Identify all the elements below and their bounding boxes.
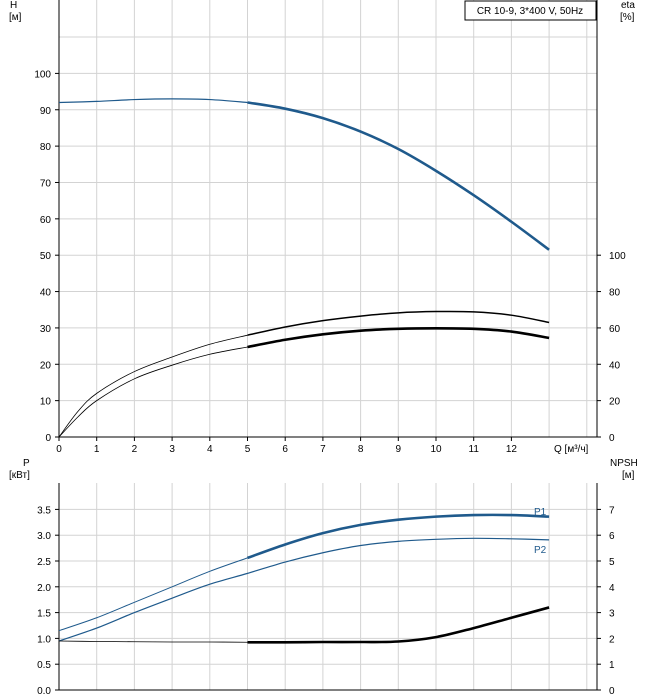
npsh-tick-label-6: 6	[609, 531, 615, 542]
npsh-tick-label-2: 2	[609, 634, 615, 645]
head-curve-thin	[58, 98, 248, 104]
eta-tick-label-40: 40	[609, 360, 621, 371]
q-tick-label-3: 3	[169, 444, 175, 455]
p-axis-title: P	[23, 458, 30, 469]
h-tick-label-10: 10	[40, 397, 52, 408]
eta-tick-label-80: 80	[609, 288, 621, 299]
p1-curve-thin	[58, 557, 248, 632]
q-tick-label-8: 8	[358, 444, 364, 455]
p2-curve-thin	[58, 537, 550, 642]
q-tick-label-0: 0	[56, 444, 62, 455]
head-curve-thick	[247, 101, 550, 251]
h-tick-label-100: 100	[34, 69, 51, 80]
q-tick-label-10: 10	[430, 444, 442, 455]
npsh-axis-unit: [м]	[622, 470, 635, 481]
eta-axis-unit: [%]	[620, 12, 635, 23]
title-box	[464, 0, 597, 21]
q-tick-label-11: 11	[469, 444, 480, 455]
q-tick-label-6: 6	[282, 444, 288, 455]
h-tick-label-60: 60	[40, 215, 52, 226]
q-tick-label-5: 5	[245, 444, 251, 455]
npsh-curve-thin	[58, 640, 248, 643]
p-tick-label-7: 3.5	[37, 505, 51, 516]
p2-label: P2	[534, 545, 547, 556]
eta-total-curve-thin	[58, 346, 248, 438]
h-tick-label-30: 30	[40, 324, 52, 335]
q-tick-label-12: 12	[506, 444, 518, 455]
eta-tick-label-20: 20	[609, 397, 621, 408]
eta-tick-label-100: 100	[609, 251, 626, 262]
h-tick-label-20: 20	[40, 360, 52, 371]
p-axis-unit: [кВт]	[9, 470, 30, 481]
p-tick-label-2: 1.0	[37, 634, 51, 645]
q-tick-label-7: 7	[320, 444, 326, 455]
p-tick-label-1: 0.5	[37, 660, 51, 671]
npsh-axis-title: NPSH	[610, 458, 638, 469]
h-tick-label-70: 70	[40, 178, 52, 189]
eta-tick-label-60: 60	[609, 324, 621, 335]
h-tick-label-40: 40	[40, 288, 52, 299]
p-tick-label-6: 3.0	[37, 531, 51, 542]
npsh-tick-label-5: 5	[609, 557, 615, 568]
npsh-tick-label-4: 4	[609, 583, 615, 594]
p1-curve-thick	[247, 513, 550, 560]
p-tick-label-5: 2.5	[37, 557, 51, 568]
eta-total-curve-thick	[247, 326, 550, 349]
npsh-curve-thick	[247, 606, 550, 644]
npsh-tick-label-3: 3	[609, 609, 615, 620]
h-tick-label-90: 90	[40, 106, 52, 117]
p1-label: P1	[534, 507, 547, 518]
h-tick-label-80: 80	[40, 142, 52, 153]
npsh-tick-label-0: 0	[609, 686, 615, 697]
q-tick-label-2: 2	[132, 444, 138, 455]
h-tick-label-0: 0	[45, 433, 51, 444]
npsh-tick-label-1: 1	[609, 660, 615, 671]
npsh-tick-label-7: 7	[609, 505, 615, 516]
q-tick-label-1: 1	[94, 444, 100, 455]
q-tick-label-9: 9	[396, 444, 402, 455]
h-tick-label-50: 50	[40, 251, 52, 262]
title-box-text: CR 10-9, 3*400 V, 50Hz	[477, 6, 583, 17]
h-axis-unit: [м]	[9, 12, 22, 23]
q-axis-label: Q [м³/ч]	[554, 444, 589, 455]
eta-axis-title: eta	[621, 0, 635, 11]
q-tick-label-4: 4	[207, 444, 213, 455]
p-tick-label-3: 1.5	[37, 609, 51, 620]
eta-tick-label-0: 0	[609, 433, 615, 444]
h-axis-title: H	[10, 0, 17, 11]
p-tick-label-0: 0.0	[37, 686, 51, 697]
p-tick-label-4: 2.0	[37, 583, 51, 594]
eta-pump-curve-thin	[58, 334, 248, 438]
eta-pump-curve-thick	[247, 310, 550, 336]
